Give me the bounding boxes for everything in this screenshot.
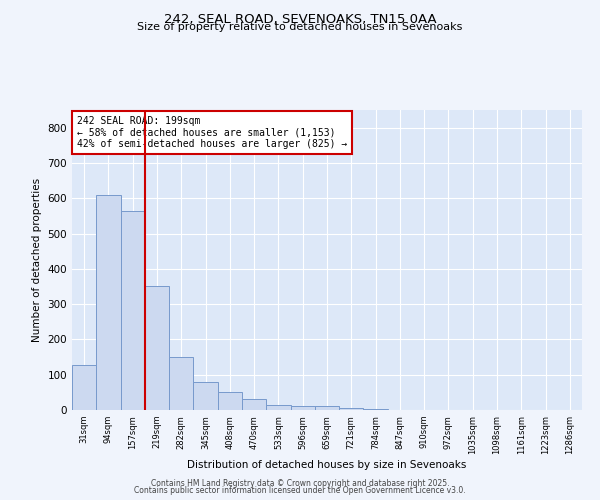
Bar: [242, 400, 266, 410]
Y-axis label: Number of detached properties: Number of detached properties: [32, 178, 42, 342]
Bar: [290, 406, 315, 410]
X-axis label: Distribution of detached houses by size in Sevenoaks: Distribution of detached houses by size …: [187, 460, 467, 469]
Bar: [72, 365, 96, 410]
Bar: [121, 210, 145, 410]
Text: Size of property relative to detached houses in Sevenoaks: Size of property relative to detached ho…: [137, 22, 463, 32]
Text: 242 SEAL ROAD: 199sqm
← 58% of detached houses are smaller (1,153)
42% of semi-d: 242 SEAL ROAD: 199sqm ← 58% of detached …: [77, 116, 347, 149]
Bar: [339, 408, 364, 410]
Bar: [193, 382, 218, 410]
Bar: [96, 196, 121, 410]
Text: Contains HM Land Registry data © Crown copyright and database right 2025.: Contains HM Land Registry data © Crown c…: [151, 478, 449, 488]
Bar: [218, 392, 242, 410]
Text: 242, SEAL ROAD, SEVENOAKS, TN15 0AA: 242, SEAL ROAD, SEVENOAKS, TN15 0AA: [164, 12, 436, 26]
Bar: [145, 286, 169, 410]
Bar: [169, 357, 193, 410]
Bar: [315, 406, 339, 410]
Text: Contains public sector information licensed under the Open Government Licence v3: Contains public sector information licen…: [134, 486, 466, 495]
Bar: [266, 404, 290, 410]
Bar: [364, 409, 388, 410]
